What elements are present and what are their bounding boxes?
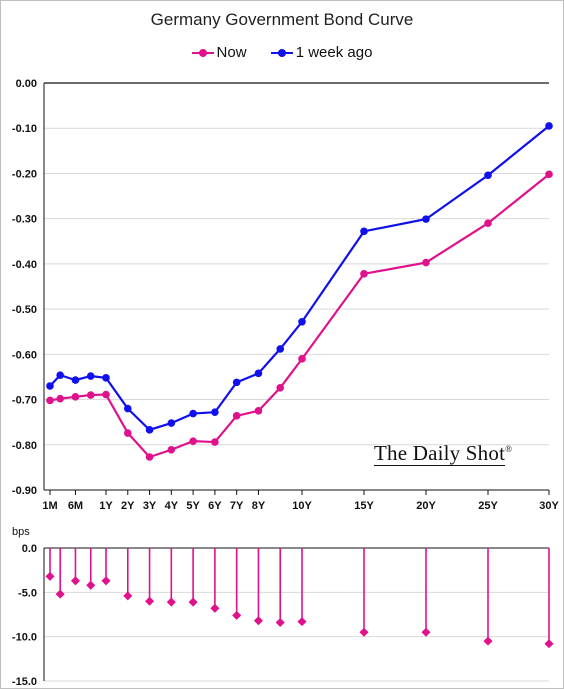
change-marker (359, 627, 369, 637)
watermark-text: The Daily Shot (374, 441, 506, 466)
change-marker (70, 576, 80, 586)
series-point-0 (298, 355, 306, 363)
x-tick-label: 2Y (121, 500, 135, 512)
change-marker (210, 603, 220, 613)
series-line-1 (49, 125, 550, 432)
series-point-1 (298, 317, 306, 326)
chart-title: Germany Government Bond Curve (150, 10, 414, 29)
series-point-1 (46, 382, 54, 390)
series-point-0 (254, 407, 263, 415)
series-point-1 (232, 378, 241, 387)
x-tick-label: 7Y (230, 500, 244, 512)
series-line-0 (49, 173, 550, 459)
series-point-0 (484, 219, 492, 227)
change-marker (544, 639, 554, 649)
series-point-0 (167, 445, 176, 454)
series-point-0 (71, 393, 80, 401)
x-tick-label: 3Y (143, 500, 157, 512)
series-point-0 (86, 391, 95, 399)
legend-item-now: Now (191, 44, 247, 61)
change-marker (297, 617, 307, 627)
change-marker (145, 596, 155, 606)
series-point-1 (123, 404, 132, 413)
x-tick-label: 10Y (292, 500, 312, 512)
series-point-0 (46, 396, 54, 405)
y-tick-label: 0.00 (16, 78, 37, 90)
series-point-1 (102, 374, 110, 382)
series-point-1 (167, 419, 176, 427)
x-tick-label: 4Y (165, 500, 179, 512)
x-tick-label: 15Y (354, 500, 374, 512)
series-point-0 (211, 438, 219, 446)
chart-legend: Now 1 week ago (0, 44, 564, 62)
bar-y-tick-label: -5.0 (18, 587, 37, 599)
series-point-0 (189, 437, 197, 445)
y-tick-label: -0.60 (12, 349, 37, 361)
series-point-1 (56, 371, 64, 379)
y-tick-label: -0.50 (12, 304, 37, 316)
series-point-0 (56, 394, 64, 403)
series-point-1 (211, 408, 219, 417)
series-point-0 (276, 383, 285, 392)
x-tick-label: 25Y (478, 500, 498, 512)
change-marker (253, 616, 263, 626)
x-tick-label: 1Y (99, 500, 113, 512)
change-marker (166, 597, 176, 607)
x-tick-label: 6Y (208, 500, 222, 512)
series-point-1 (71, 376, 80, 384)
registered-mark: ® (505, 444, 513, 454)
x-tick-label: 1M (42, 500, 57, 512)
series-point-1 (545, 122, 553, 130)
change-marker (421, 627, 431, 637)
bar-y-tick-label: -10.0 (12, 632, 37, 644)
series-point-0 (422, 258, 430, 267)
change-marker (86, 580, 96, 590)
legend-item-week-ago: 1 week ago (270, 44, 373, 61)
series-point-0 (360, 270, 368, 278)
series-point-0 (545, 170, 553, 179)
change-marker (55, 589, 65, 599)
y-tick-label: -0.70 (12, 395, 37, 407)
legend-label-week-ago: 1 week ago (295, 44, 373, 61)
bar-y-axis-label: bps (12, 526, 30, 538)
series-point-1 (189, 409, 197, 418)
change-marker (45, 571, 55, 581)
series-point-1 (145, 426, 154, 434)
change-marker (188, 597, 198, 607)
x-tick-label: 6M (68, 500, 83, 512)
change-marker (232, 610, 242, 620)
y-tick-label: -0.40 (12, 259, 37, 271)
change-marker (275, 617, 285, 628)
legend-swatch-now (191, 48, 214, 58)
legend-label-now: Now (216, 44, 247, 61)
series-point-0 (123, 429, 132, 437)
y-tick-label: -0.20 (12, 168, 37, 180)
series-point-1 (422, 215, 430, 223)
bar-y-tick-label: 0.0 (22, 543, 37, 555)
series-point-0 (145, 453, 154, 461)
x-tick-label: 30Y (539, 500, 559, 512)
y-tick-label: -0.10 (12, 123, 37, 135)
legend-swatch-week-ago (270, 48, 293, 58)
x-tick-label: 8Y (252, 500, 266, 512)
series-point-1 (360, 227, 368, 236)
x-tick-label: 5Y (186, 500, 200, 512)
series-point-1 (86, 372, 95, 380)
bar-y-tick-label: -15.0 (12, 676, 37, 688)
y-tick-label: -0.30 (12, 214, 37, 226)
series-point-1 (484, 171, 492, 180)
y-tick-label: -0.90 (12, 485, 37, 497)
change-marker (101, 576, 111, 586)
series-point-0 (102, 390, 110, 399)
change-marker (483, 636, 493, 646)
series-point-1 (254, 369, 263, 378)
daily-shot-logo: The Daily Shot® (374, 441, 512, 466)
y-tick-label: -0.80 (12, 440, 37, 452)
series-point-1 (276, 345, 285, 353)
series-point-0 (232, 412, 241, 420)
x-tick-label: 20Y (416, 500, 436, 512)
